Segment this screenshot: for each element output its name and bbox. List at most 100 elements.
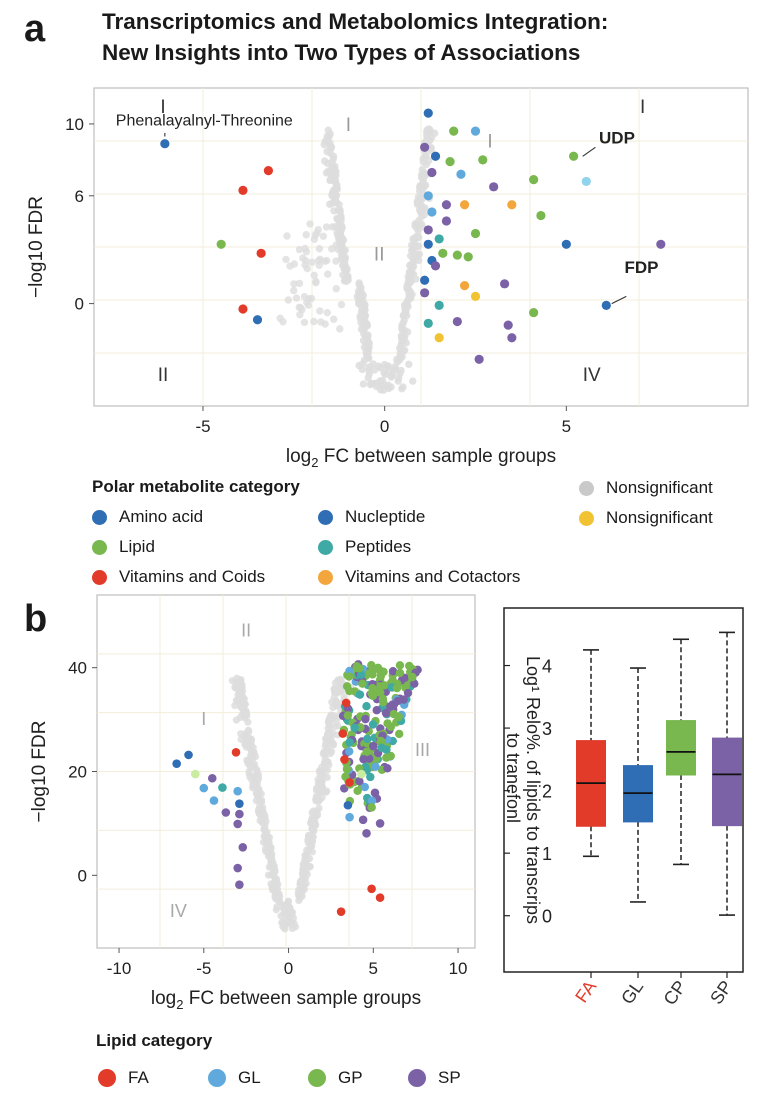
data-point — [341, 698, 351, 708]
x-tick-label: 10 — [449, 959, 468, 978]
lipid-point — [358, 679, 367, 688]
nonsignificant-point — [357, 288, 366, 296]
legend-b-title: Lipid category — [96, 1031, 213, 1050]
annotation-label: UDP — [599, 129, 635, 148]
data-point — [423, 239, 433, 249]
nonsignificant-point — [399, 383, 407, 391]
data-point — [561, 239, 571, 249]
legend-a-item: Amino acid — [92, 507, 203, 527]
nonsignificant-point — [318, 783, 327, 791]
data-point — [420, 275, 430, 285]
nonsignificant-point — [327, 165, 336, 174]
nonsignificant-point — [290, 280, 298, 288]
lipid-point — [355, 777, 364, 786]
legend-a-item: Vitamins and Coids — [92, 567, 265, 587]
data-point — [263, 166, 273, 176]
lipid-point — [366, 772, 375, 782]
nonsignificant-point — [419, 158, 428, 166]
data-point — [463, 252, 473, 262]
nonsignificant-point — [243, 758, 252, 766]
x-tick-label: -5 — [196, 959, 211, 978]
data-point — [470, 291, 481, 302]
data-point — [367, 803, 376, 812]
lipid-point — [344, 672, 354, 681]
data-point — [470, 228, 481, 239]
nonsignificant-point — [396, 356, 404, 364]
x-tick-label: 0 — [380, 417, 389, 436]
nonsignificant-point — [359, 380, 368, 388]
nonsignificant-point — [336, 325, 344, 333]
nonsignificant-point — [236, 693, 245, 702]
data-point — [499, 279, 510, 289]
title-line-2: New Insights into Two Types of Associati… — [102, 40, 581, 65]
nonsignificant-point — [406, 293, 415, 301]
lipid-point — [382, 753, 391, 762]
nonsignificant-points — [276, 125, 439, 394]
nonsignificant-point — [326, 200, 334, 208]
quadrant-label: II — [374, 244, 385, 265]
nonsignificant-point — [267, 844, 275, 852]
nonsignificant-point — [322, 256, 331, 265]
legend-swatch — [408, 1069, 426, 1087]
lipid-point — [410, 679, 419, 688]
nonsignificant-point — [314, 225, 322, 234]
nonsignificant-point — [314, 257, 323, 265]
data-point — [238, 842, 248, 852]
y-axis-label: −log10 FDR — [29, 721, 50, 823]
box-iqr — [666, 720, 696, 776]
data-point — [233, 786, 242, 796]
nonsignificant-point — [335, 206, 344, 214]
quadrant-label: IV — [170, 901, 187, 921]
y-tick-label: 20 — [68, 763, 87, 782]
data-point — [569, 151, 579, 161]
nonsignificant-point — [308, 258, 316, 266]
legend-label: Peptides — [345, 537, 412, 556]
legend-label: Vitamins and Coids — [119, 567, 266, 586]
lipid-point — [361, 714, 370, 724]
nonsignificant-point — [258, 818, 266, 826]
data-point — [238, 304, 248, 314]
lipid-point — [395, 668, 405, 678]
data-point — [238, 185, 248, 196]
y-tick-label: 2 — [542, 782, 552, 802]
nonsignificant-point — [341, 253, 349, 261]
legend-b-item: FA — [98, 1068, 149, 1088]
data-point — [427, 167, 437, 178]
nonsignificant-point — [321, 749, 329, 758]
nonsignificant-point — [255, 787, 263, 796]
nonsignificant-point — [302, 256, 310, 265]
data-point — [172, 759, 181, 769]
nonsignificant-point — [332, 698, 340, 706]
legend-b-item: GL — [208, 1068, 261, 1088]
nonsignificant-point — [380, 381, 389, 389]
data-point — [441, 200, 452, 210]
nonsignificant-point — [409, 263, 418, 271]
data-point — [507, 200, 517, 210]
data-point — [375, 819, 385, 828]
data-point — [430, 151, 441, 161]
nonsignificant-point — [296, 886, 304, 894]
lipid-point — [362, 702, 371, 711]
y-tick-label: 1 — [542, 844, 552, 864]
lipid-point — [405, 661, 414, 671]
grid-lines — [97, 595, 475, 948]
data-point — [216, 239, 226, 249]
box-cp — [666, 638, 696, 866]
nonsignificant-point — [298, 305, 306, 314]
nonsignificant-point — [315, 767, 323, 775]
nonsignificant-point — [284, 296, 293, 304]
quadrant-label: II — [241, 621, 251, 641]
data-point — [345, 778, 354, 787]
nonsignificant-point — [403, 328, 412, 336]
volcano-plot-b: -10 -5 0 5 10 40 20 0 log2 FC between sample gro… — [29, 594, 476, 1012]
lipid-point — [381, 708, 391, 718]
legend-swatch — [318, 569, 333, 585]
data-point — [529, 307, 539, 318]
nonsignificant-point — [407, 268, 416, 277]
nonsignificant-point — [252, 797, 260, 805]
nonsignificant-point — [397, 366, 405, 375]
nonsignificant-point — [364, 339, 372, 347]
nonsignificant-point — [309, 820, 317, 828]
nonsignificant-point — [241, 700, 249, 709]
